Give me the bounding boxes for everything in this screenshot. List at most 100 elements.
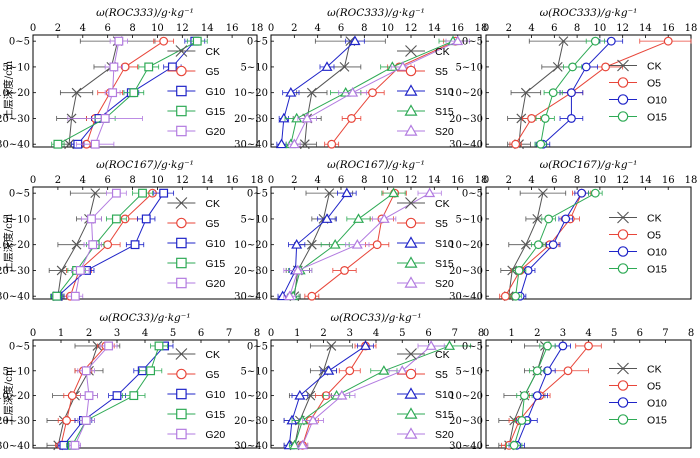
x-tick-label: 8: [574, 23, 580, 34]
data-point: [533, 240, 543, 250]
x-tick-label: 4: [314, 23, 320, 34]
x-tick-label: 0: [30, 328, 36, 339]
data-point: [90, 139, 100, 149]
y-tick-label: 30~40: [234, 292, 268, 303]
series-s10: [277, 187, 357, 301]
data-point: [349, 35, 361, 46]
data-point: [538, 188, 548, 199]
legend-marker: [176, 408, 187, 420]
data-point: [326, 341, 337, 351]
data-point: [104, 341, 114, 351]
data-point: [288, 138, 300, 149]
x-tick-label: 2: [506, 23, 512, 34]
legend-marker: [405, 217, 417, 229]
data-point: [329, 238, 341, 249]
data-point: [347, 114, 356, 123]
data-point: [387, 187, 400, 198]
legend-label: O5: [647, 78, 661, 90]
legend-label: S10: [435, 238, 454, 250]
legend-label: S10: [435, 86, 454, 98]
legend-label: O5: [647, 381, 661, 393]
x-tick-label: 1: [58, 328, 64, 339]
x-tick-label: 4: [528, 175, 534, 186]
data-point: [291, 112, 303, 123]
x-tick-label: 8: [688, 328, 694, 339]
legend: CK O5 O10 O15: [609, 211, 667, 276]
legend-label: O15: [647, 264, 667, 276]
data-point: [548, 240, 558, 250]
legend-label: CK: [205, 198, 220, 210]
data-point: [81, 416, 91, 425]
data-point: [577, 188, 587, 198]
x-tick-label: 2: [506, 175, 512, 186]
x-tick-label: 10: [151, 175, 164, 186]
legend-label: G15: [205, 409, 225, 421]
y-tick-label: 30~40: [0, 140, 30, 151]
x-tick-label: 12: [405, 23, 418, 34]
row-label-1: 土层深度/cm: [2, 60, 15, 119]
legend-marker: [176, 277, 187, 289]
panel-title: ω(ROC167)/g·kg⁻¹: [540, 159, 638, 171]
legend-label: CK: [647, 213, 662, 225]
data-point: [52, 291, 62, 301]
data-point: [340, 266, 349, 275]
legend-label: G20: [205, 278, 225, 290]
data-point: [90, 188, 101, 199]
y-tick-label: 30~40: [0, 292, 30, 303]
x-tick-label: 2: [534, 328, 540, 339]
x-tick-label: 12: [616, 23, 629, 34]
legend-label: CK: [435, 349, 450, 361]
data-point: [425, 340, 437, 350]
data-point: [192, 36, 202, 46]
data-point: [566, 114, 576, 123]
data-point: [378, 365, 390, 375]
panel-title: ω(ROC333)/g·kg⁻¹: [327, 7, 425, 19]
x-tick-label: 6: [425, 328, 431, 339]
data-point: [53, 139, 63, 149]
legend-label: CK: [647, 61, 662, 73]
x-tick-label: 10: [594, 175, 607, 186]
data-point: [443, 340, 456, 350]
legend-label: CK: [205, 46, 220, 58]
data-point: [520, 239, 531, 250]
data-point: [81, 366, 91, 376]
data-point: [336, 389, 348, 400]
x-tick-label: 6: [198, 328, 204, 339]
y-tick-label: 10~20: [234, 391, 268, 402]
data-point: [159, 188, 169, 198]
x-tick-label: 1: [294, 328, 300, 339]
data-point: [509, 440, 519, 450]
data-point: [111, 214, 121, 224]
data-point: [527, 114, 536, 123]
x-tick-label: 7: [452, 328, 458, 339]
x-tick-label: 6: [637, 328, 643, 339]
x-tick-label: 16: [226, 175, 239, 186]
data-point: [130, 240, 140, 250]
legend: CK S5 S10 S15 S20: [397, 348, 454, 441]
legend-marker: [617, 77, 629, 88]
x-tick-label: 4: [373, 328, 379, 339]
data-point: [581, 62, 591, 72]
x-tick-label: 14: [639, 175, 652, 186]
data-point: [341, 187, 353, 198]
data-point: [514, 266, 524, 275]
data-point: [144, 62, 154, 72]
data-point: [520, 87, 531, 98]
x-tick-label: 6: [338, 175, 344, 186]
y-tick-label: 0~5: [247, 189, 268, 200]
legend-marker: [176, 257, 187, 269]
legend-label: O10: [647, 247, 667, 259]
series-o15: [506, 341, 556, 450]
y-tick-label: 30~40: [449, 140, 483, 151]
data-point: [138, 188, 147, 198]
legend-marker: [617, 229, 629, 240]
legend-label: G5: [205, 66, 219, 78]
data-point: [552, 62, 563, 72]
data-point: [606, 36, 616, 46]
x-tick-label: 0: [483, 328, 489, 339]
legend-label: S20: [435, 429, 454, 441]
data-point: [558, 36, 569, 47]
panel-title: ω(ROC33)/g·kg⁻¹: [99, 312, 190, 324]
legend-marker: [404, 276, 418, 288]
panel-5: ω(ROC167)/g·kg⁻¹ 0 2 4 6 8 10 12 14 16 18 0~5 5~10 10…: [234, 159, 487, 303]
